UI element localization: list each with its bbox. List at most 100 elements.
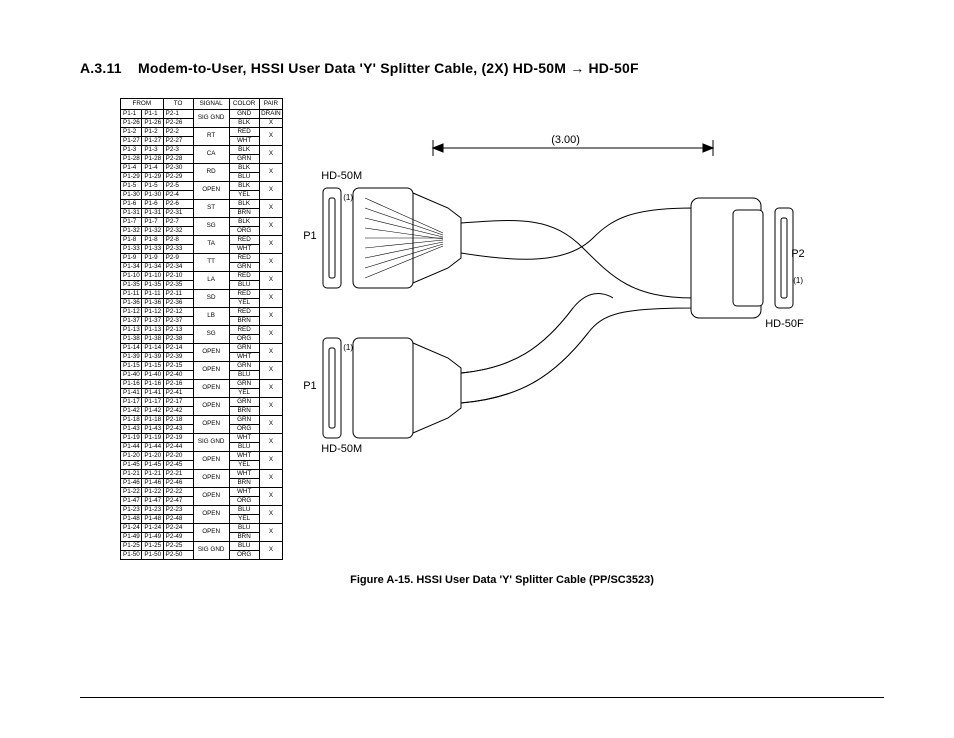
- table-cell: X: [259, 452, 283, 470]
- table-cell: GRN: [229, 380, 259, 389]
- table-cell: P1-49: [121, 533, 142, 542]
- table-cell: P2-17: [163, 398, 193, 407]
- table-cell: P1-28: [121, 155, 142, 164]
- table-cell: P2-37: [163, 317, 193, 326]
- label-p2: P2: [791, 248, 804, 260]
- table-cell: GND: [229, 110, 259, 119]
- table-cell: SIG GND: [193, 434, 229, 452]
- table-cell: P2-50: [163, 551, 193, 560]
- table-cell: P1-41: [142, 389, 163, 398]
- table-cell: X: [259, 164, 283, 182]
- table-cell: P1-33: [121, 245, 142, 254]
- table-cell: P1-9: [121, 254, 142, 263]
- table-cell: P1-39: [121, 353, 142, 362]
- cable-drawing: (3.00) HD-50M P1 (1) P1 (1) HD-50M P2 (1…: [293, 98, 813, 558]
- table-cell: GRN: [229, 362, 259, 371]
- table-cell: P2-13: [163, 326, 193, 335]
- table-cell: X: [259, 434, 283, 452]
- table-cell: P1-21: [121, 470, 142, 479]
- table-cell: X: [259, 524, 283, 542]
- table-cell: X: [259, 470, 283, 488]
- table-row: P1-12P1-12P2-12LBREDX: [121, 308, 283, 317]
- label-p1-top: P1: [303, 230, 316, 242]
- table-cell: P1-48: [142, 515, 163, 524]
- table-cell: P1-39: [142, 353, 163, 362]
- table-header-row: FROM TO SIGNAL COLOR PAIR: [121, 99, 283, 110]
- table-cell: P1-15: [142, 362, 163, 371]
- table-cell: P1-20: [121, 452, 142, 461]
- table-row: P1-21P1-21P2-21OPENWHTX: [121, 470, 283, 479]
- label-hd50f: HD-50F: [765, 318, 804, 330]
- arrow-icon: →: [570, 60, 584, 76]
- table-cell: P2-44: [163, 443, 193, 452]
- table-row: P1-2P1-2P2-2RTREDX: [121, 128, 283, 137]
- table-cell: P1-10: [142, 272, 163, 281]
- table-cell: P1-4: [121, 164, 142, 173]
- table-cell: P2-26: [163, 119, 193, 128]
- table-cell: X: [259, 488, 283, 506]
- table-cell: WHT: [229, 353, 259, 362]
- table-cell: X: [259, 344, 283, 362]
- table-cell: P1-5: [121, 182, 142, 191]
- table-cell: P2-21: [163, 470, 193, 479]
- table-cell: P1-31: [121, 209, 142, 218]
- table-cell: P1-27: [121, 137, 142, 146]
- table-cell: P1-2: [121, 128, 142, 137]
- table-cell: X: [259, 200, 283, 218]
- table-row: P1-1P1-1P2-1SIG GNDGNDDRAIN: [121, 110, 283, 119]
- table-cell: P1-36: [121, 299, 142, 308]
- table-cell: P1-38: [121, 335, 142, 344]
- table-row: P1-16P1-16P2-16OPENGRNX: [121, 380, 283, 389]
- table-cell: P1-12: [142, 308, 163, 317]
- table-cell: P1-25: [142, 542, 163, 551]
- table-cell: P2-39: [163, 353, 193, 362]
- table-cell: P1-3: [121, 146, 142, 155]
- table-cell: X: [259, 326, 283, 344]
- table-cell: P2-35: [163, 281, 193, 290]
- table-cell: P1-19: [142, 434, 163, 443]
- table-cell: P1-13: [121, 326, 142, 335]
- table-cell: RED: [229, 326, 259, 335]
- table-cell: BLU: [229, 443, 259, 452]
- table-cell: P2-38: [163, 335, 193, 344]
- figure-caption: Figure A-15. HSSI User Data 'Y' Splitter…: [120, 574, 884, 586]
- table-cell: P2-2: [163, 128, 193, 137]
- table-row: P1-20P1-20P2-20OPENWHTX: [121, 452, 283, 461]
- table-cell: X: [259, 290, 283, 308]
- table-cell: X: [259, 146, 283, 164]
- footer-rule: [80, 697, 884, 698]
- table-cell: TA: [193, 236, 229, 254]
- label-one-b: (1): [343, 343, 353, 352]
- table-row: P1-6P1-6P2-6STBLKX: [121, 200, 283, 209]
- table-cell: X: [259, 362, 283, 380]
- table-cell: OPEN: [193, 524, 229, 542]
- table-cell: P1-38: [142, 335, 163, 344]
- table-cell: YEL: [229, 191, 259, 200]
- th-signal: SIGNAL: [193, 99, 229, 110]
- table-cell: LA: [193, 272, 229, 290]
- table-cell: P1-23: [121, 506, 142, 515]
- label-hd50m-top: HD-50M: [321, 170, 362, 182]
- table-cell: ORG: [229, 227, 259, 236]
- table-cell: P2-48: [163, 515, 193, 524]
- table-cell: P2-3: [163, 146, 193, 155]
- table-cell: P1-33: [142, 245, 163, 254]
- heading-text-a: Modem-to-User, HSSI User Data 'Y' Splitt…: [138, 60, 566, 76]
- table-cell: X: [259, 182, 283, 200]
- table-cell: P2-49: [163, 533, 193, 542]
- table-row: P1-3P1-3P2-3CABLKX: [121, 146, 283, 155]
- table-cell: SD: [193, 290, 229, 308]
- table-cell: BLK: [229, 146, 259, 155]
- table-cell: ORG: [229, 425, 259, 434]
- table-cell: WHT: [229, 452, 259, 461]
- table-cell: P2-1: [163, 110, 193, 119]
- table-cell: P2-18: [163, 416, 193, 425]
- table-cell: X: [259, 542, 283, 560]
- table-row: P1-9P1-9P2-9TTREDX: [121, 254, 283, 263]
- table-cell: P1-42: [121, 407, 142, 416]
- table-cell: P2-5: [163, 182, 193, 191]
- table-cell: RT: [193, 128, 229, 146]
- table-cell: P2-41: [163, 389, 193, 398]
- table-cell: P1-26: [121, 119, 142, 128]
- section-heading: A.3.11 Modem-to-User, HSSI User Data 'Y'…: [80, 60, 884, 76]
